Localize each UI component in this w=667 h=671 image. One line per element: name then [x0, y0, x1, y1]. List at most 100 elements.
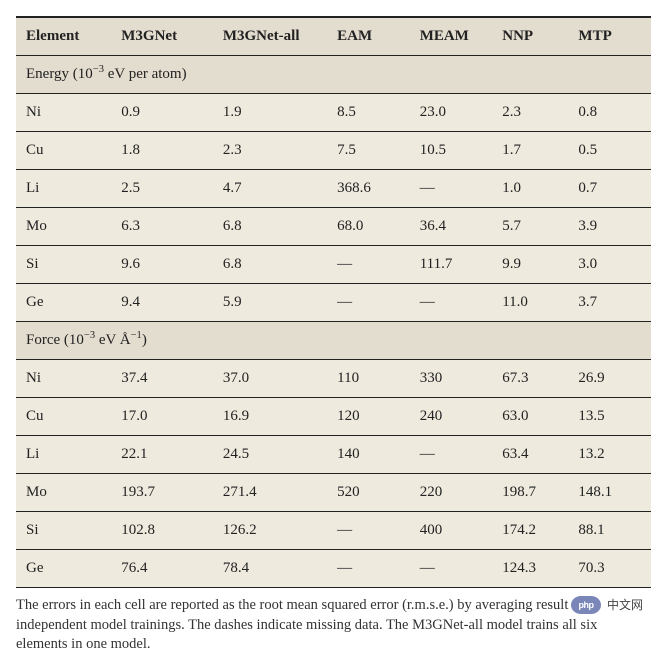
- table-row: Mo6.36.868.036.45.73.9: [16, 208, 651, 246]
- cell-value: 368.6: [327, 170, 410, 208]
- cell-value: 0.5: [568, 132, 651, 170]
- table-row: Ge76.478.4——124.370.3: [16, 550, 651, 588]
- cell-value: 148.1: [568, 474, 651, 512]
- table-body: Energy (10−3 eV per atom)Ni0.91.98.523.0…: [16, 56, 651, 588]
- cell-value: 174.2: [492, 512, 568, 550]
- row-label: Li: [16, 436, 111, 474]
- cell-value: 6.8: [213, 246, 327, 284]
- watermark-badge: php 中文网: [569, 596, 645, 614]
- cell-value: 330: [410, 360, 493, 398]
- cell-value: 193.7: [111, 474, 213, 512]
- cell-value: 37.4: [111, 360, 213, 398]
- cell-value: 22.1: [111, 436, 213, 474]
- table-caption: The errors in each cell are reported as …: [16, 588, 651, 655]
- cell-value: 0.8: [568, 94, 651, 132]
- cell-value: 10.5: [410, 132, 493, 170]
- col-header-4: MEAM: [410, 18, 493, 56]
- table-row: Ni37.437.011033067.326.9: [16, 360, 651, 398]
- table-row: Ni0.91.98.523.02.30.8: [16, 94, 651, 132]
- cell-value: 13.2: [568, 436, 651, 474]
- col-header-5: NNP: [492, 18, 568, 56]
- cell-value: 17.0: [111, 398, 213, 436]
- cell-value: 400: [410, 512, 493, 550]
- cell-value: 2.5: [111, 170, 213, 208]
- cell-value: 1.9: [213, 94, 327, 132]
- table-row: Mo193.7271.4520220198.7148.1: [16, 474, 651, 512]
- cell-value: 3.7: [568, 284, 651, 322]
- col-header-6: MTP: [568, 18, 651, 56]
- cell-value: 220: [410, 474, 493, 512]
- cell-value: 520: [327, 474, 410, 512]
- table-row: Li22.124.5140—63.413.2: [16, 436, 651, 474]
- table-row: Cu17.016.912024063.013.5: [16, 398, 651, 436]
- cell-value: —: [327, 246, 410, 284]
- row-label: Mo: [16, 474, 111, 512]
- cell-value: 9.9: [492, 246, 568, 284]
- row-label: Si: [16, 512, 111, 550]
- cell-value: 111.7: [410, 246, 493, 284]
- cell-value: 68.0: [327, 208, 410, 246]
- cell-value: 23.0: [410, 94, 493, 132]
- cell-value: 0.9: [111, 94, 213, 132]
- cell-value: 26.9: [568, 360, 651, 398]
- col-header-1: M3GNet: [111, 18, 213, 56]
- section-label-0: Energy (10−3 eV per atom): [16, 56, 651, 94]
- cell-value: 9.4: [111, 284, 213, 322]
- php-logo-icon: php: [571, 596, 601, 614]
- table-row: Cu1.82.37.510.51.70.5: [16, 132, 651, 170]
- cell-value: 198.7: [492, 474, 568, 512]
- cell-value: 88.1: [568, 512, 651, 550]
- col-header-0: Element: [16, 18, 111, 56]
- results-table: ElementM3GNetM3GNet-allEAMMEAMNNPMTP Ene…: [16, 18, 651, 587]
- section-row-1: Force (10−3 eV Å−1): [16, 322, 651, 360]
- cell-value: 9.6: [111, 246, 213, 284]
- col-header-3: EAM: [327, 18, 410, 56]
- cell-value: —: [410, 284, 493, 322]
- row-label: Mo: [16, 208, 111, 246]
- cell-value: —: [410, 436, 493, 474]
- cell-value: 3.0: [568, 246, 651, 284]
- cell-value: —: [410, 550, 493, 588]
- cell-value: 67.3: [492, 360, 568, 398]
- row-label: Si: [16, 246, 111, 284]
- cell-value: 4.7: [213, 170, 327, 208]
- cell-value: 102.8: [111, 512, 213, 550]
- cell-value: 78.4: [213, 550, 327, 588]
- cell-value: 37.0: [213, 360, 327, 398]
- row-label: Cu: [16, 398, 111, 436]
- cell-value: 76.4: [111, 550, 213, 588]
- cell-value: 1.7: [492, 132, 568, 170]
- cell-value: 11.0: [492, 284, 568, 322]
- cell-value: 63.0: [492, 398, 568, 436]
- section-label-1: Force (10−3 eV Å−1): [16, 322, 651, 360]
- cell-value: 1.0: [492, 170, 568, 208]
- col-header-2: M3GNet-all: [213, 18, 327, 56]
- cell-value: 16.9: [213, 398, 327, 436]
- table-row: Si102.8126.2—400174.288.1: [16, 512, 651, 550]
- cell-value: 3.9: [568, 208, 651, 246]
- cell-value: —: [327, 284, 410, 322]
- cell-value: 8.5: [327, 94, 410, 132]
- caption-text: The errors in each cell are reported as …: [16, 597, 638, 652]
- cell-value: 5.7: [492, 208, 568, 246]
- table-row: Si9.66.8—111.79.93.0: [16, 246, 651, 284]
- cell-value: 63.4: [492, 436, 568, 474]
- cell-value: 0.7: [568, 170, 651, 208]
- cell-value: 2.3: [492, 94, 568, 132]
- cell-value: 240: [410, 398, 493, 436]
- cell-value: 70.3: [568, 550, 651, 588]
- cell-value: 120: [327, 398, 410, 436]
- cell-value: 5.9: [213, 284, 327, 322]
- cell-value: —: [410, 170, 493, 208]
- cell-value: 110: [327, 360, 410, 398]
- cell-value: —: [327, 550, 410, 588]
- header-row: ElementM3GNetM3GNet-allEAMMEAMNNPMTP: [16, 18, 651, 56]
- cell-value: 36.4: [410, 208, 493, 246]
- row-label: Li: [16, 170, 111, 208]
- cell-value: 24.5: [213, 436, 327, 474]
- cell-value: 126.2: [213, 512, 327, 550]
- cell-value: 6.8: [213, 208, 327, 246]
- results-table-container: ElementM3GNetM3GNet-allEAMMEAMNNPMTP Ene…: [16, 16, 651, 588]
- cell-value: 1.8: [111, 132, 213, 170]
- row-label: Ni: [16, 360, 111, 398]
